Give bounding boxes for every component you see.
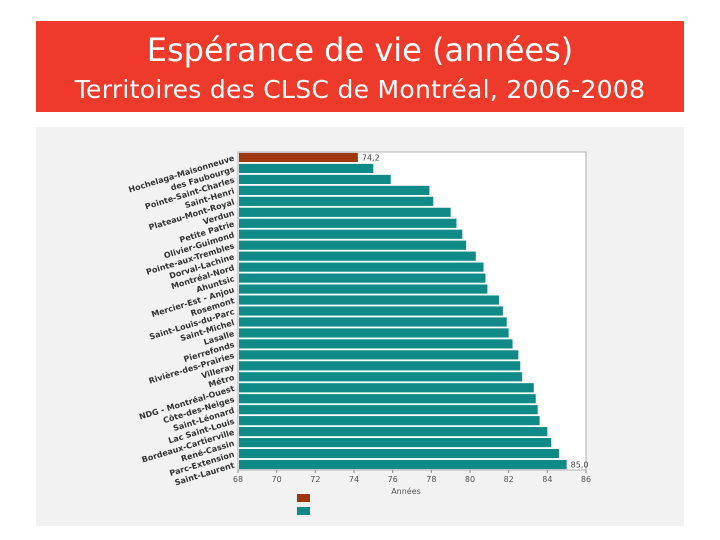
bar — [239, 306, 503, 316]
bar — [239, 174, 391, 184]
x-tick-label: 72 — [310, 475, 320, 484]
bar — [239, 405, 538, 415]
bar — [239, 383, 534, 393]
x-axis-label: Années — [391, 486, 421, 496]
bar — [239, 339, 513, 349]
title-banner: Espérance de vie (années) Territoires de… — [36, 21, 684, 112]
bar — [239, 448, 559, 459]
bar — [239, 328, 509, 338]
bar — [239, 350, 519, 360]
bar — [239, 207, 451, 217]
bar — [239, 361, 521, 371]
bar — [239, 317, 507, 327]
bar — [239, 284, 488, 294]
x-tick-label: 80 — [465, 475, 475, 484]
bar — [239, 416, 540, 426]
x-tick-label: 68 — [233, 475, 243, 484]
data-label: 85,0 — [571, 461, 589, 470]
bar — [239, 152, 358, 163]
legend-swatch — [297, 494, 310, 502]
bar — [239, 459, 567, 470]
bar — [239, 438, 552, 448]
x-tick-label: 78 — [426, 475, 436, 484]
bar — [239, 218, 457, 228]
bar — [239, 251, 476, 261]
bar — [239, 394, 536, 404]
bar — [239, 229, 463, 239]
chart-title: Espérance de vie (années) — [146, 31, 574, 69]
bar — [239, 295, 499, 305]
bar — [239, 427, 548, 437]
bar — [239, 262, 484, 272]
x-tick-label: 84 — [542, 475, 552, 484]
data-label: 74,2 — [362, 153, 380, 162]
x-tick-label: 86 — [581, 475, 591, 484]
bar — [239, 372, 523, 382]
legend-swatch — [297, 507, 310, 515]
x-tick-label: 82 — [504, 475, 514, 484]
bar — [239, 185, 430, 195]
x-tick-label: 70 — [272, 475, 282, 484]
x-tick-label: 74 — [349, 475, 359, 484]
chart-subtitle: Territoires des CLSC de Montréal, 2006-2… — [74, 75, 646, 104]
bar — [239, 273, 486, 283]
bar — [239, 163, 374, 174]
bar — [239, 240, 467, 250]
x-tick-label: 76 — [388, 475, 398, 484]
bar — [239, 196, 434, 206]
